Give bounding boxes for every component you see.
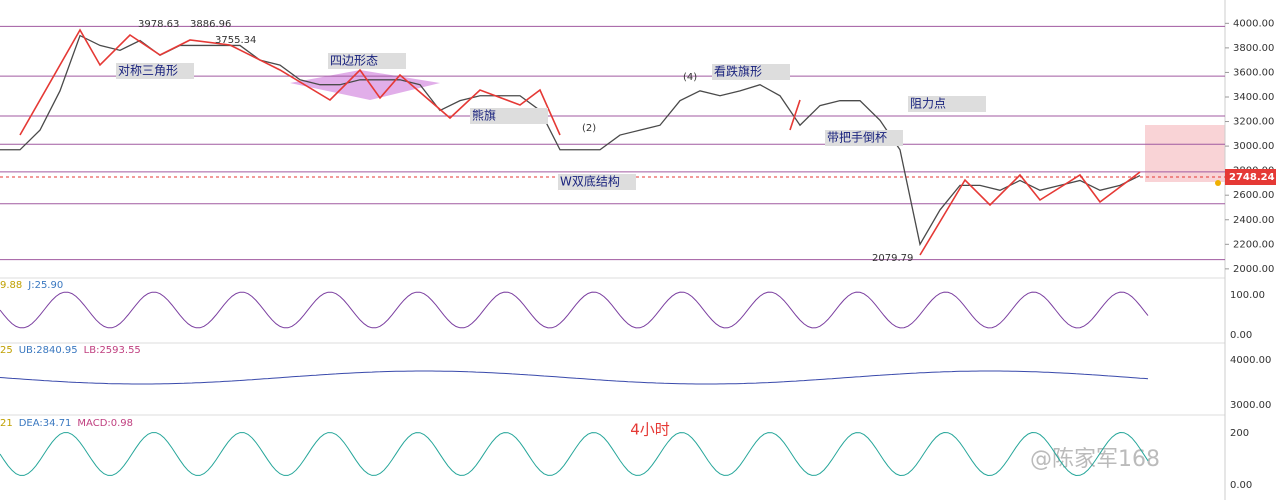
annotation: W双底结构 xyxy=(560,174,620,189)
label-bg xyxy=(116,63,194,79)
watermark: @陈家军168 xyxy=(1030,447,1160,472)
indicator-tick: 0.00 xyxy=(1230,330,1252,341)
annotation: 3886.96 xyxy=(190,19,231,30)
annotation: 熊旗 xyxy=(472,108,496,123)
indicator-label: 21 xyxy=(0,418,13,429)
annotation: 看跌旗形 xyxy=(714,64,762,79)
price-line xyxy=(0,34,1141,247)
diamond xyxy=(290,70,440,100)
label-bg xyxy=(470,108,548,124)
indicator-wave xyxy=(0,291,1149,329)
indicator-tick: 3000.00 xyxy=(1230,400,1271,411)
marker xyxy=(1215,180,1221,187)
last-price-label: 2748.24 xyxy=(1229,172,1275,183)
indicator-wave xyxy=(0,370,1149,385)
label-bg xyxy=(328,53,406,69)
y-tick-label: 2600.00 xyxy=(1233,190,1274,201)
y-tick-label: 2200.00 xyxy=(1233,239,1274,250)
y-tick-label: 3200.00 xyxy=(1233,117,1274,128)
pattern-arrow xyxy=(919,171,1141,256)
indicator-tick: 200 xyxy=(1230,428,1249,439)
indicator-tick: 4000.00 xyxy=(1230,355,1271,366)
y-tick-label: 2000.00 xyxy=(1233,264,1274,275)
label-bg xyxy=(825,130,903,146)
annotation: (4) xyxy=(683,72,697,83)
annotation: 四边形态 xyxy=(330,54,378,68)
indicator-label: DEA:34.71 xyxy=(19,418,72,429)
label-bg xyxy=(558,174,636,190)
annotation: 对称三角形 xyxy=(118,64,178,78)
pattern-arrow xyxy=(789,99,801,131)
annotation: 3755.34 xyxy=(215,35,256,46)
y-tick-label: 2400.00 xyxy=(1233,215,1274,226)
y-tick-label: 3000.00 xyxy=(1233,141,1274,152)
annotation: 阻力点 xyxy=(910,97,946,111)
y-tick-label: 3400.00 xyxy=(1233,92,1274,103)
indicator-tick: 0.00 xyxy=(1230,480,1252,491)
indicator-label: UB:2840.95 xyxy=(19,345,78,356)
indicator-label: LB:2593.55 xyxy=(84,345,141,356)
label-bg xyxy=(908,96,986,112)
timeframe: 4小时 xyxy=(630,421,670,439)
indicator-label: MACD:0.98 xyxy=(77,418,133,429)
indicator-label: J:25.90 xyxy=(27,280,63,291)
y-tick-label: 4000.00 xyxy=(1233,18,1274,29)
annotation: 3978.63 xyxy=(138,19,179,30)
indicator-wave xyxy=(0,431,1149,477)
last-price-box xyxy=(1225,169,1276,186)
target-zone xyxy=(1145,125,1225,182)
pattern-arrow xyxy=(19,28,561,136)
indicator-label: 25 xyxy=(0,345,13,356)
y-tick-label: 3600.00 xyxy=(1233,67,1274,78)
annotation: 2079.79 xyxy=(872,253,913,264)
indicator-label: 9.88 xyxy=(0,280,22,291)
annotation: (2) xyxy=(582,123,596,134)
y-tick-label: 3800.00 xyxy=(1233,43,1274,54)
indicator-tick: 100.00 xyxy=(1230,290,1265,301)
label-bg xyxy=(712,64,790,80)
annotation: 带把手倒杯 xyxy=(827,131,887,145)
